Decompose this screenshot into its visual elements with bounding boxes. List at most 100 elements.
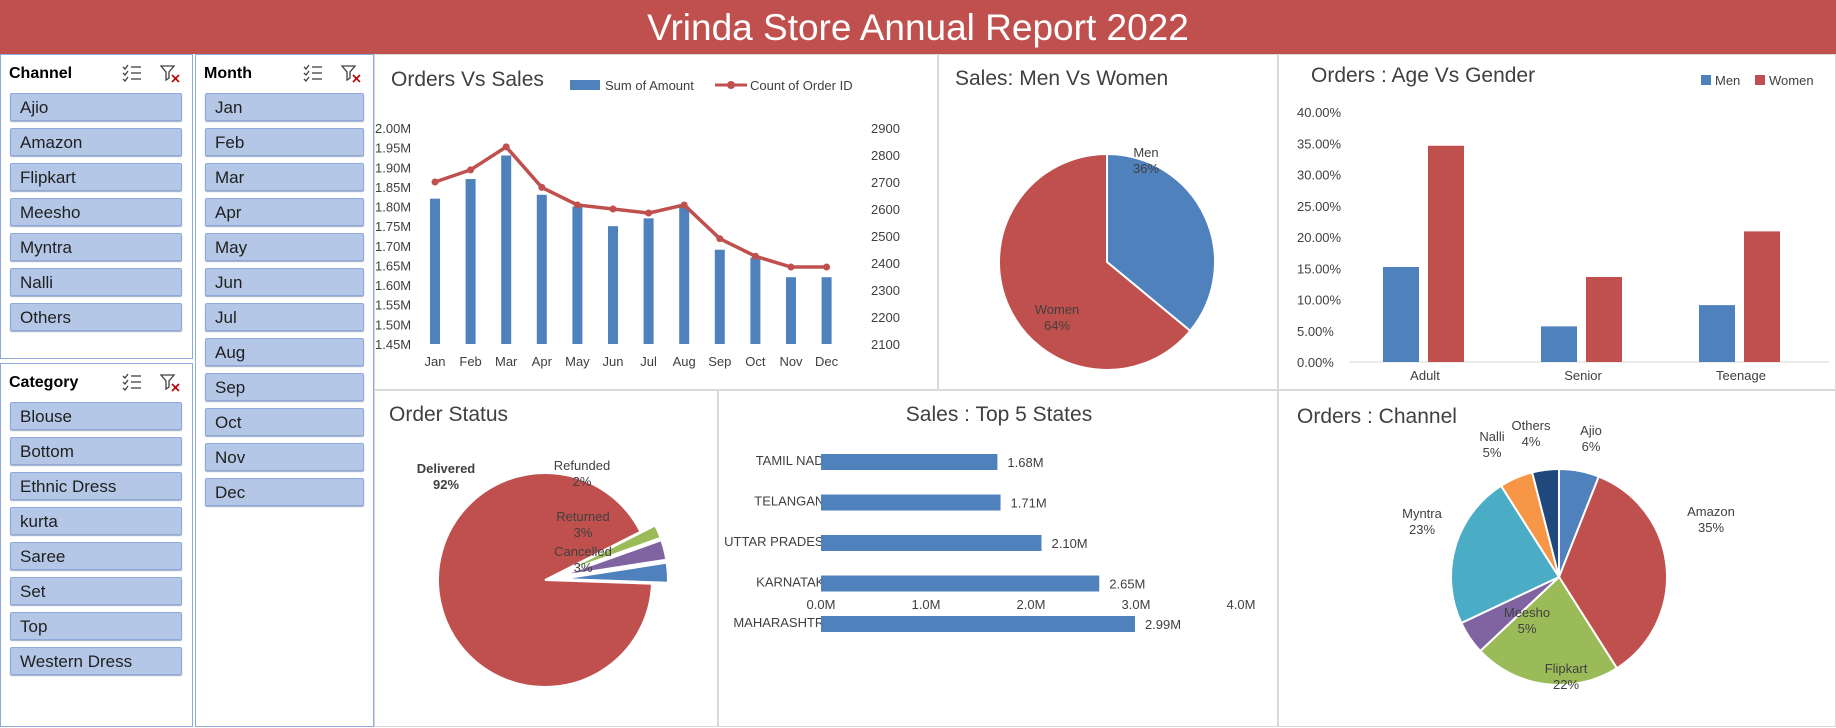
month-item-jun[interactable]: Jun [205, 268, 364, 296]
point-orders-jul [645, 209, 653, 217]
order-status-panel: Order Status Delivered 92% Refunded 2% Return… [374, 390, 718, 727]
x-tick-sep: Sep [708, 354, 731, 369]
month-item-sep[interactable]: Sep [205, 373, 364, 401]
channel-item-myntra[interactable]: Myntra [10, 233, 182, 261]
category-item-set[interactable]: Set [10, 577, 182, 605]
clear-filter-icon[interactable] [159, 63, 181, 83]
y-left-tick: 1.80M [375, 200, 411, 215]
line-order-count [434, 144, 827, 269]
slice-cancelled [560, 561, 669, 584]
x-tick-jan: Jan [425, 354, 446, 369]
point-orders-sep [716, 235, 724, 243]
bar-women-teenage [1744, 231, 1780, 362]
channel-item-flipkart[interactable]: Flipkart [10, 163, 182, 191]
label-name: Delivered [417, 461, 476, 476]
month-item-dec[interactable]: Dec [205, 478, 364, 506]
bar-amount-oct [750, 257, 761, 344]
category-item-bottom[interactable]: Bottom [10, 437, 182, 465]
month-slicer-title: Month [204, 65, 252, 82]
clear-filter-icon[interactable] [340, 63, 362, 83]
bar-telangana [821, 494, 1001, 511]
month-item-feb[interactable]: Feb [205, 128, 364, 156]
orders-age-gender-panel: Orders : Age Vs Gender Men Women 40.00% 35.0… [1278, 54, 1836, 390]
point-orders-aug [680, 201, 688, 209]
y-tick: 0.00% [1297, 355, 1334, 370]
x-tick-dec: Dec [815, 354, 839, 369]
month-item-nov[interactable]: Nov [205, 443, 364, 471]
value-label-maharashtra: 2.99M [1145, 617, 1181, 632]
channel-item-amazon[interactable]: Amazon [10, 128, 182, 156]
x-tick-adult: Adult [1410, 368, 1440, 383]
slice-flipkart [1478, 575, 1619, 686]
month-item-jan[interactable]: Jan [205, 93, 364, 121]
channel-item-others[interactable]: Others [10, 303, 182, 331]
point-orders-apr [538, 183, 546, 191]
slice-women [998, 152, 1192, 371]
month-slicer: Month Jan Feb Mar Apr May Jun Jul Aug Sep Oct Nov De… [195, 54, 374, 727]
category-item-blouse[interactable]: Blouse [10, 402, 182, 430]
y-tick-karnataka: KARNATAKA [756, 575, 833, 590]
month-slicer-header: Month [196, 55, 373, 89]
bar-men-adult [1383, 267, 1419, 362]
y-tick: 15.00% [1297, 261, 1342, 276]
y-right-tick: 2200 [871, 310, 900, 325]
sales-men-women-panel: Sales: Men Vs Women Men 36% Women 64% [938, 54, 1278, 390]
bar-amount-mar [501, 155, 512, 344]
category-item-saree[interactable]: Saree [10, 542, 182, 570]
category-item-western-dress[interactable]: Western Dress [10, 647, 182, 675]
y-left-tick: 1.50M [375, 317, 411, 332]
bar-men-senior [1541, 326, 1577, 362]
bar-men-teenage [1699, 305, 1735, 362]
month-item-aug[interactable]: Aug [205, 338, 364, 366]
month-item-may[interactable]: May [205, 233, 364, 261]
multi-select-icon[interactable] [121, 372, 143, 392]
bar-women-adult [1428, 145, 1464, 362]
category-item-top[interactable]: Top [10, 612, 182, 640]
x-tick: 3.0M [1122, 597, 1151, 612]
x-tick: 1.0M [912, 597, 941, 612]
x-tick-feb: Feb [459, 354, 481, 369]
x-tick: 4.0M [1227, 597, 1256, 612]
orders-channel-chart: Orders : ChannelAjio6%Amazon35%Flipkart2… [1297, 405, 1735, 692]
chart-title: Orders : Age Vs Gender [1311, 64, 1535, 87]
x-tick: 2.0M [1017, 597, 1046, 612]
clear-filter-icon[interactable] [159, 372, 181, 392]
category-item-kurta[interactable]: kurta [10, 507, 182, 535]
multi-select-icon[interactable] [302, 63, 324, 83]
label-pct: 6% [1582, 439, 1601, 454]
orders-vs-sales-panel: Orders Vs Sales Sum of Amount Count of Ord… [374, 54, 938, 390]
month-item-mar[interactable]: Mar [205, 163, 364, 191]
bar-karnataka [821, 575, 1100, 592]
month-item-jul[interactable]: Jul [205, 303, 364, 331]
label-name: Amazon [1687, 504, 1735, 519]
label-name: Meesho [1504, 605, 1550, 620]
orders-channel-panel: Orders : Channel Ajio 6% Amazon 35% Flipkart 2… [1278, 390, 1836, 727]
y-tick: 20.00% [1297, 230, 1342, 245]
legend-label-men: Men [1715, 73, 1740, 88]
channel-item-nalli[interactable]: Nalli [10, 268, 182, 296]
label-pct: 36% [1133, 161, 1159, 176]
y-left-tick: 1.55M [375, 298, 411, 313]
label-pct: 5% [1518, 621, 1537, 636]
y-right-tick: 2500 [871, 229, 900, 244]
channel-item-meesho[interactable]: Meesho [10, 198, 182, 226]
label-name: Flipkart [1545, 661, 1588, 676]
month-item-oct[interactable]: Oct [205, 408, 364, 436]
bar-amount-aug [679, 206, 690, 344]
bar-amount-jul [643, 218, 654, 344]
slice-others [1530, 467, 1560, 578]
channel-item-ajio[interactable]: Ajio [10, 93, 182, 121]
chart-title: Order Status [389, 403, 508, 426]
category-item-ethnic-dress[interactable]: Ethnic Dress [10, 472, 182, 500]
x-tick-aug: Aug [673, 354, 696, 369]
x-tick: 0.0M [807, 597, 836, 612]
x-tick-jul: Jul [640, 354, 657, 369]
multi-select-icon[interactable] [121, 63, 143, 83]
label-pct: 22% [1553, 677, 1579, 692]
month-item-apr[interactable]: Apr [205, 198, 364, 226]
